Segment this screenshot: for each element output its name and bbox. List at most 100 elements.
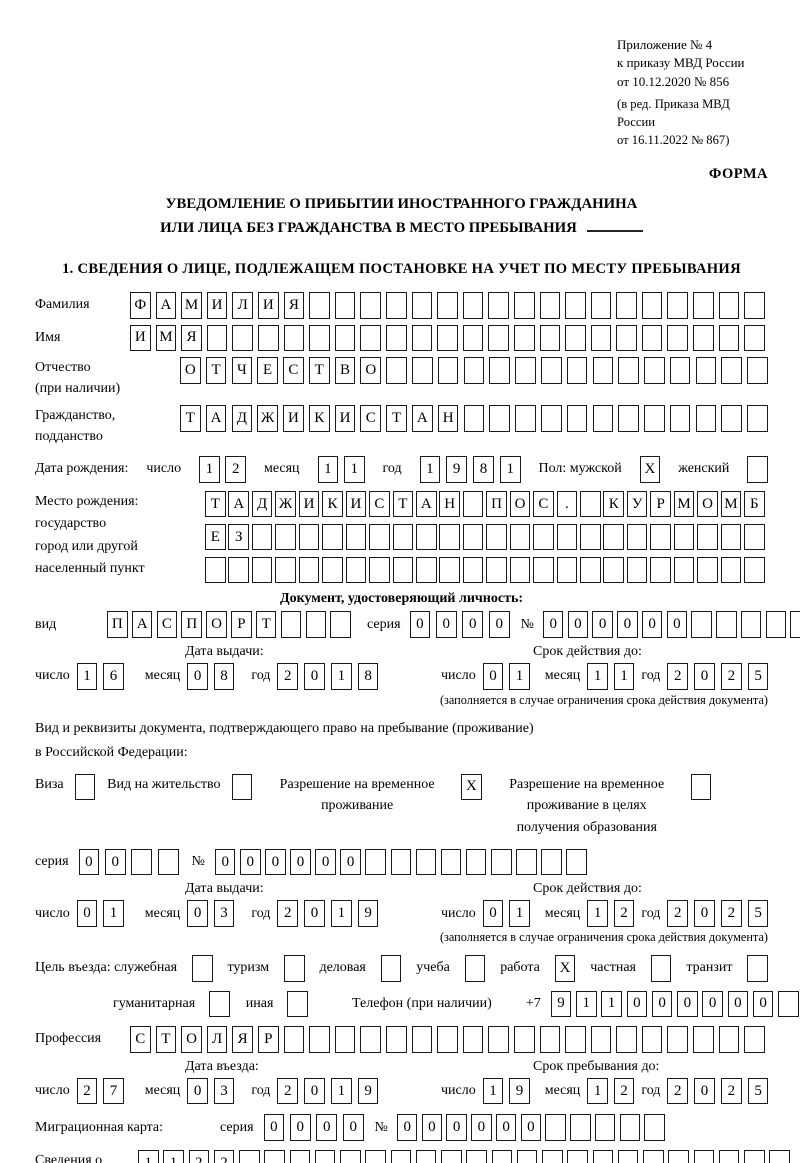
char-cell[interactable]: 0 bbox=[677, 990, 698, 1018]
char-cell[interactable]: 0 bbox=[187, 663, 208, 690]
char-cell[interactable]: 0 bbox=[76, 900, 98, 927]
char-cell[interactable]: И bbox=[345, 490, 367, 518]
char-cell[interactable] bbox=[790, 611, 800, 639]
char-cell[interactable]: 2 bbox=[667, 900, 689, 927]
char-cell[interactable] bbox=[206, 324, 228, 352]
char-cell[interactable] bbox=[515, 357, 536, 384]
char-cell[interactable]: 1 bbox=[509, 663, 530, 690]
char-cell[interactable]: . bbox=[556, 490, 578, 518]
char-cell[interactable] bbox=[616, 291, 637, 319]
char-cell[interactable] bbox=[744, 1149, 765, 1163]
char-cell[interactable] bbox=[486, 556, 507, 584]
char-cell[interactable] bbox=[691, 611, 712, 639]
char-cell[interactable]: П bbox=[107, 611, 128, 639]
char-cell[interactable] bbox=[489, 357, 510, 384]
char-cell[interactable]: 1 bbox=[601, 990, 622, 1018]
char-cell[interactable] bbox=[693, 291, 714, 319]
char-cell[interactable] bbox=[380, 954, 402, 982]
char-cell[interactable] bbox=[275, 556, 296, 584]
char-cell[interactable]: 0 bbox=[694, 663, 715, 690]
char-cell[interactable]: Т bbox=[205, 357, 227, 384]
char-cell[interactable]: 2 bbox=[277, 900, 299, 927]
char-cell[interactable] bbox=[439, 523, 460, 551]
char-cell[interactable]: 1 bbox=[331, 1077, 352, 1105]
char-cell[interactable] bbox=[131, 848, 153, 876]
char-cell[interactable]: З bbox=[228, 523, 250, 551]
char-cell[interactable] bbox=[309, 291, 330, 319]
char-cell[interactable]: Ж bbox=[257, 405, 278, 432]
char-cell[interactable] bbox=[765, 611, 787, 639]
char-cell[interactable]: 0 bbox=[617, 611, 638, 639]
char-cell[interactable]: 0 bbox=[651, 990, 673, 1018]
char-cell[interactable]: В bbox=[334, 357, 356, 384]
char-cell[interactable]: 3 bbox=[213, 900, 235, 927]
char-cell[interactable]: 1 bbox=[482, 1077, 504, 1105]
char-cell[interactable] bbox=[541, 848, 562, 876]
char-cell[interactable]: 0 bbox=[694, 1077, 715, 1105]
char-cell[interactable] bbox=[205, 556, 226, 584]
char-cell[interactable] bbox=[644, 357, 665, 384]
char-cell[interactable] bbox=[283, 954, 305, 982]
char-cell[interactable] bbox=[369, 556, 390, 584]
char-cell[interactable]: И bbox=[283, 405, 304, 432]
char-cell[interactable]: 1 bbox=[76, 663, 98, 690]
char-cell[interactable]: У bbox=[626, 490, 648, 518]
char-cell[interactable]: 0 bbox=[702, 990, 723, 1018]
char-cell[interactable] bbox=[716, 611, 737, 639]
char-cell[interactable] bbox=[617, 1149, 639, 1163]
char-cell[interactable] bbox=[556, 523, 578, 551]
char-cell[interactable]: 8 bbox=[473, 456, 494, 483]
char-cell[interactable] bbox=[693, 1026, 714, 1053]
char-cell[interactable] bbox=[650, 556, 671, 584]
char-cell[interactable]: 0 bbox=[304, 1077, 325, 1105]
char-cell[interactable] bbox=[720, 523, 742, 551]
char-cell[interactable]: 0 bbox=[409, 611, 431, 639]
char-cell[interactable] bbox=[466, 1149, 487, 1163]
char-cell[interactable] bbox=[334, 324, 356, 352]
char-cell[interactable]: 0 bbox=[342, 1114, 364, 1141]
char-cell[interactable]: 0 bbox=[471, 1114, 492, 1141]
char-cell[interactable]: И bbox=[298, 490, 320, 518]
char-cell[interactable] bbox=[440, 848, 462, 876]
char-cell[interactable]: 0 bbox=[727, 990, 749, 1018]
char-cell[interactable] bbox=[592, 1149, 614, 1163]
char-cell[interactable]: 2 bbox=[667, 663, 689, 690]
char-cell[interactable]: К bbox=[603, 490, 625, 518]
char-cell[interactable]: 0 bbox=[304, 663, 325, 690]
char-cell[interactable]: Ж bbox=[275, 490, 296, 518]
char-cell[interactable] bbox=[565, 1026, 586, 1053]
char-cell[interactable] bbox=[385, 1026, 407, 1053]
char-cell[interactable]: 1 bbox=[587, 1077, 608, 1105]
char-cell[interactable]: 0 bbox=[290, 1114, 311, 1141]
char-cell[interactable]: 1 bbox=[509, 900, 530, 927]
char-cell[interactable] bbox=[437, 1026, 458, 1053]
char-cell[interactable] bbox=[209, 990, 230, 1018]
char-cell[interactable] bbox=[392, 523, 414, 551]
char-cell[interactable] bbox=[345, 556, 367, 584]
char-cell[interactable] bbox=[769, 1149, 790, 1163]
char-cell[interactable]: 0 bbox=[239, 848, 261, 876]
char-cell[interactable] bbox=[618, 405, 639, 432]
char-cell[interactable] bbox=[345, 523, 367, 551]
char-cell[interactable]: 9 bbox=[509, 1077, 530, 1105]
char-cell[interactable]: М bbox=[181, 291, 202, 319]
char-cell[interactable]: Т bbox=[386, 405, 407, 432]
char-cell[interactable] bbox=[603, 556, 625, 584]
char-cell[interactable] bbox=[590, 1026, 612, 1053]
char-cell[interactable] bbox=[231, 773, 253, 801]
char-cell[interactable] bbox=[539, 1026, 561, 1053]
char-cell[interactable]: 0 bbox=[316, 1114, 338, 1141]
char-cell[interactable] bbox=[567, 1149, 588, 1163]
char-cell[interactable] bbox=[718, 1026, 740, 1053]
char-cell[interactable] bbox=[667, 291, 689, 319]
char-cell[interactable]: А bbox=[205, 405, 227, 432]
char-cell[interactable] bbox=[488, 291, 509, 319]
char-cell[interactable] bbox=[515, 405, 536, 432]
char-cell[interactable] bbox=[718, 291, 740, 319]
char-cell[interactable] bbox=[721, 405, 742, 432]
char-cell[interactable] bbox=[287, 990, 308, 1018]
char-cell[interactable]: 7 bbox=[103, 1077, 124, 1105]
char-cell[interactable] bbox=[463, 405, 485, 432]
char-cell[interactable]: 0 bbox=[265, 848, 286, 876]
char-cell[interactable] bbox=[390, 1149, 412, 1163]
